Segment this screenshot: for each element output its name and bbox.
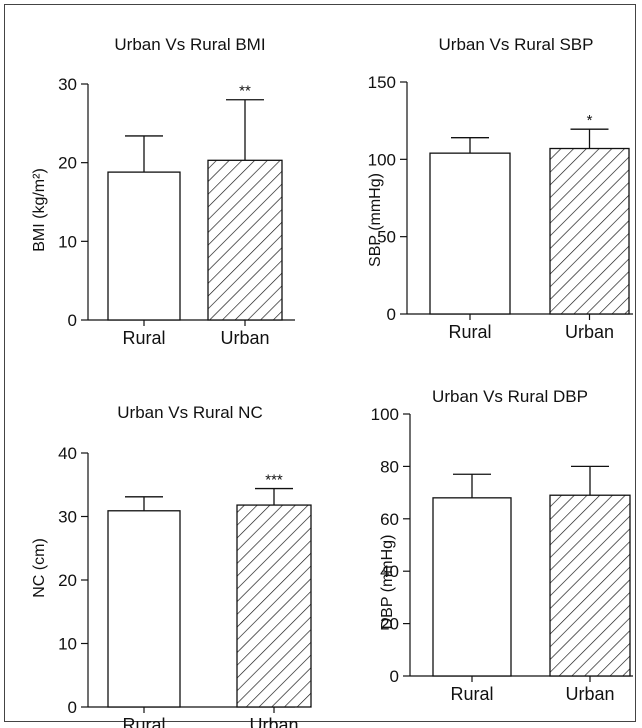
plot-area: 0 20 40 60 80 100 Rural Urban	[371, 405, 633, 704]
y-tick-label: 100	[371, 405, 399, 424]
category-label: Urban	[220, 328, 269, 348]
plot-area: 0 10 20 30 Rural Urban **	[58, 75, 295, 348]
bar-urban	[549, 494, 631, 677]
bar-rural	[107, 510, 181, 708]
significance-label: *	[587, 112, 593, 129]
y-tick-label: 60	[380, 510, 399, 529]
bar-urban	[236, 504, 312, 708]
y-tick-label: 40	[58, 444, 77, 463]
category-label: Urban	[565, 684, 614, 704]
y-tick-label: 0	[68, 311, 77, 330]
category-label: Rural	[450, 684, 493, 704]
y-tick-label: 30	[58, 75, 77, 94]
y-tick-label: 30	[58, 508, 77, 527]
bar-rural	[432, 497, 512, 677]
y-tick-label: 20	[58, 154, 77, 173]
chart-title: Urban Vs Rural DBP	[432, 387, 588, 406]
y-tick-label: 0	[390, 667, 399, 686]
chart-title: Urban Vs Rural SBP	[439, 35, 594, 54]
sbp-chart: Urban Vs Rural SBP SBP (mmHg) 0 50 100 150 R…	[367, 35, 633, 342]
plot-area: 0 10 20 30 40 Rural Urban ***	[58, 444, 312, 728]
plot-area: 0 50 100 150 Rural Urban *	[368, 73, 633, 342]
category-label: Urban	[249, 715, 298, 728]
significance-label: ***	[265, 472, 283, 489]
y-axis-label: BMI (kg/m²)	[31, 168, 48, 252]
chart-title: Urban Vs Rural NC	[117, 403, 263, 422]
y-tick-label: 20	[58, 571, 77, 590]
y-tick-label: 150	[368, 73, 396, 92]
category-label: Rural	[448, 322, 491, 342]
y-axis-label: DBP (mmHg)	[379, 535, 396, 630]
category-label: Rural	[122, 328, 165, 348]
category-label: Rural	[122, 715, 165, 728]
y-tick-label: 10	[58, 635, 77, 654]
bar-rural	[107, 171, 181, 321]
y-axis-label: SBP (mmHg)	[367, 173, 384, 267]
y-tick-label: 80	[380, 457, 399, 476]
bar-urban	[207, 159, 283, 321]
y-tick-label: 0	[387, 305, 396, 324]
category-label: Urban	[565, 322, 614, 342]
significance-label: **	[239, 83, 251, 100]
y-axis-label: NC (cm)	[31, 538, 48, 598]
y-tick-label: 40	[380, 562, 399, 581]
y-tick-label: 20	[380, 615, 399, 634]
nc-chart: Urban Vs Rural NC NC (cm) 0 10 20 30 40 Rural…	[31, 403, 312, 728]
bar-urban	[549, 147, 630, 315]
bar-rural	[429, 152, 511, 315]
y-tick-label: 10	[58, 232, 77, 251]
bmi-chart: Urban Vs Rural BMI BMI (kg/m²) 0 10 20 30 Ru…	[31, 35, 295, 348]
y-tick-label: 50	[377, 228, 396, 247]
y-tick-label: 100	[368, 150, 396, 169]
chart-title: Urban Vs Rural BMI	[114, 35, 265, 54]
dbp-chart: Urban Vs Rural DBP DBP (mmHg) 0 20 40 60 80 1…	[371, 387, 633, 704]
y-tick-label: 0	[68, 698, 77, 717]
